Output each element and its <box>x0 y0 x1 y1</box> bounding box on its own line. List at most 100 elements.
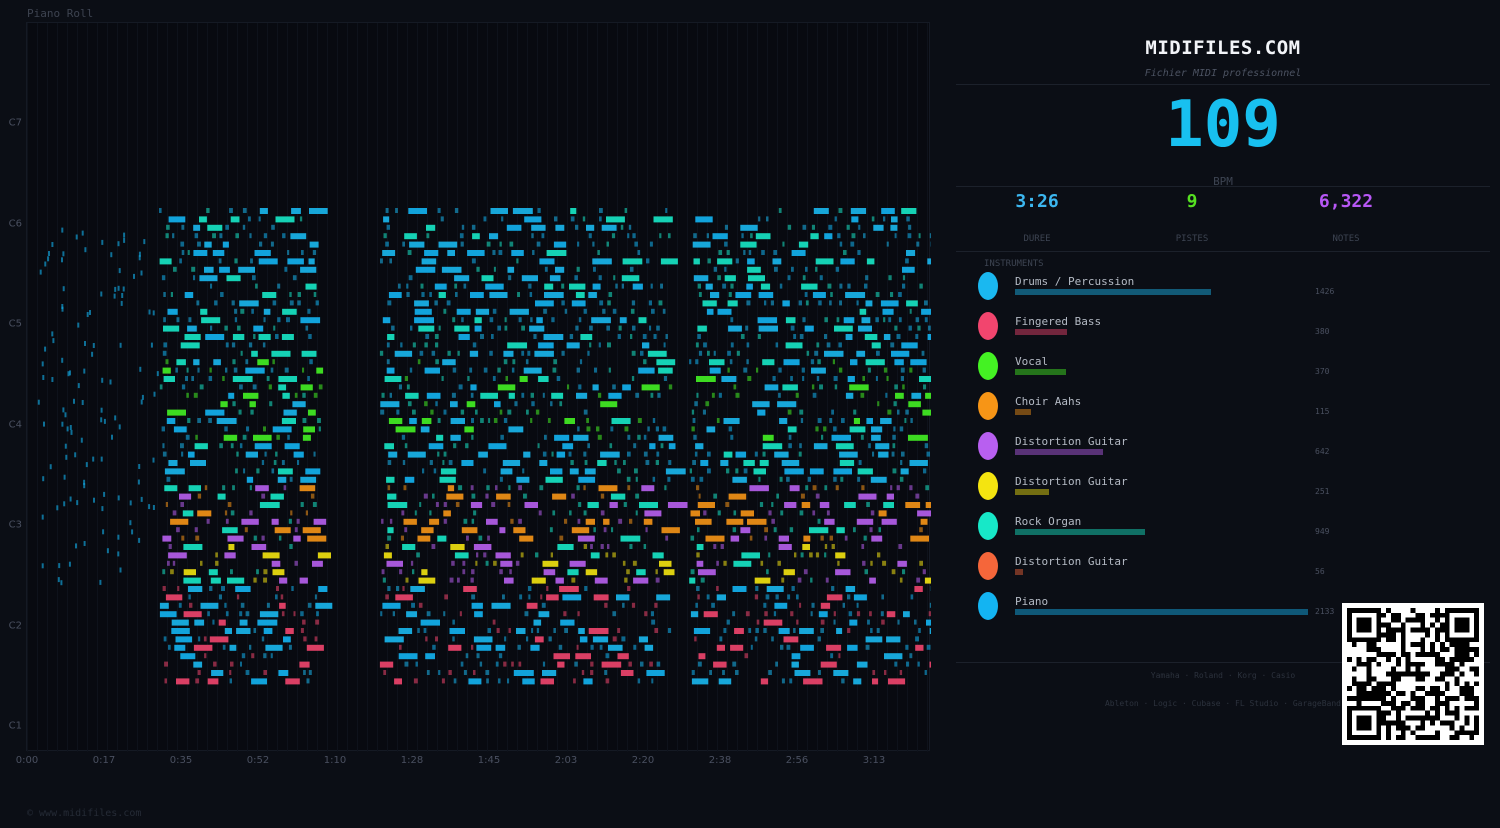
hardware-brands: Yamaha · Roland · Korg · Casio <box>1150 671 1296 680</box>
midi-note <box>272 426 292 433</box>
midi-note <box>891 216 898 223</box>
midi-note <box>752 401 770 408</box>
midi-note <box>241 518 259 525</box>
midi-note <box>781 678 785 684</box>
midi-note <box>181 535 185 541</box>
instrument-row[interactable]: Distortion Guitar 251 <box>976 466 1329 506</box>
midi-note <box>748 628 752 633</box>
midi-note <box>743 250 746 255</box>
midi-note <box>69 425 72 430</box>
midi-note <box>584 586 588 591</box>
qr-module <box>1390 637 1396 643</box>
piano-roll-title: Piano Roll <box>27 7 94 20</box>
midi-note <box>481 275 494 282</box>
midi-note <box>746 283 753 290</box>
qr-module <box>1395 671 1401 677</box>
midi-note <box>553 653 570 660</box>
midi-note <box>537 443 540 449</box>
midi-note <box>308 670 312 675</box>
midi-note <box>817 418 822 423</box>
midi-note <box>835 485 839 491</box>
midi-note <box>723 628 727 633</box>
midi-note <box>495 644 506 651</box>
midi-note <box>384 376 402 382</box>
qr-code[interactable] <box>1342 603 1484 745</box>
midi-note <box>435 401 438 407</box>
midi-note <box>575 292 585 298</box>
midi-note <box>180 502 184 507</box>
midi-note <box>824 485 828 491</box>
midi-note <box>727 367 730 373</box>
midi-note <box>872 678 879 685</box>
qr-module <box>1376 710 1382 716</box>
midi-note <box>523 367 542 374</box>
midi-note <box>713 544 717 549</box>
midi-note <box>929 661 931 668</box>
qr-module <box>1444 681 1450 687</box>
midi-note <box>617 653 629 660</box>
midi-note <box>871 342 881 349</box>
midi-note <box>389 518 393 524</box>
instrument-row[interactable]: Distortion Guitar 56 <box>976 546 1326 586</box>
midi-note <box>51 331 54 337</box>
midi-note <box>222 527 238 534</box>
qr-module <box>1366 671 1372 677</box>
midi-note <box>824 334 828 339</box>
qr-module <box>1356 661 1362 667</box>
midi-note <box>222 644 226 650</box>
instrument-row[interactable]: Drums / Percussion 1426 <box>976 266 1334 306</box>
midi-note <box>660 283 663 289</box>
midi-note <box>847 644 858 651</box>
midi-note <box>593 266 596 272</box>
instrument-name: Fingered Bass <box>1015 315 1102 328</box>
midi-note <box>538 376 549 382</box>
midi-note <box>421 569 428 576</box>
piano-roll-canvas[interactable] <box>26 22 931 752</box>
midi-note <box>694 636 697 642</box>
instrument-row[interactable]: Distortion Guitar 642 <box>976 426 1329 466</box>
midi-note <box>649 443 656 450</box>
midi-note <box>277 283 281 289</box>
instrument-row[interactable]: Choir Aahs 115 <box>976 386 1329 426</box>
instrument-row[interactable]: Vocal 370 <box>976 346 1330 386</box>
midi-note <box>437 208 441 213</box>
instrument-note-count: 370 <box>1315 367 1330 376</box>
midi-note <box>612 611 617 617</box>
midi-note <box>453 678 457 684</box>
midi-note <box>504 636 507 642</box>
instrument-row[interactable]: Fingered Bass 380 <box>976 306 1329 346</box>
midi-note <box>70 429 73 435</box>
midi-note <box>758 476 761 482</box>
midi-note <box>659 233 662 239</box>
midi-note <box>389 392 392 398</box>
midi-note <box>250 258 253 264</box>
instrument-row[interactable]: Rock Organ 949 <box>976 506 1329 546</box>
midi-note <box>275 451 278 457</box>
midi-note <box>919 527 923 533</box>
midi-note <box>573 678 576 684</box>
grid-line <box>387 23 388 752</box>
midi-note <box>471 518 475 524</box>
midi-note <box>314 594 317 600</box>
midi-note <box>524 216 542 223</box>
midi-note <box>60 580 63 586</box>
qr-module <box>1474 627 1480 633</box>
midi-note <box>405 392 419 399</box>
midi-note <box>799 628 814 634</box>
midi-note <box>189 602 193 608</box>
midi-note <box>522 678 535 685</box>
midi-note <box>441 376 444 381</box>
qr-module <box>1410 642 1416 648</box>
midi-note <box>655 569 658 575</box>
instrument-row[interactable]: Piano 2133 <box>976 586 1334 626</box>
grid-line <box>207 23 208 752</box>
midi-note <box>222 485 226 491</box>
midi-note <box>886 493 894 500</box>
midi-note <box>904 418 907 423</box>
midi-note <box>596 426 600 432</box>
midi-note <box>695 443 704 450</box>
midi-note <box>420 283 424 289</box>
midi-note <box>69 496 72 502</box>
midi-note <box>225 342 229 348</box>
midi-note <box>272 359 275 365</box>
